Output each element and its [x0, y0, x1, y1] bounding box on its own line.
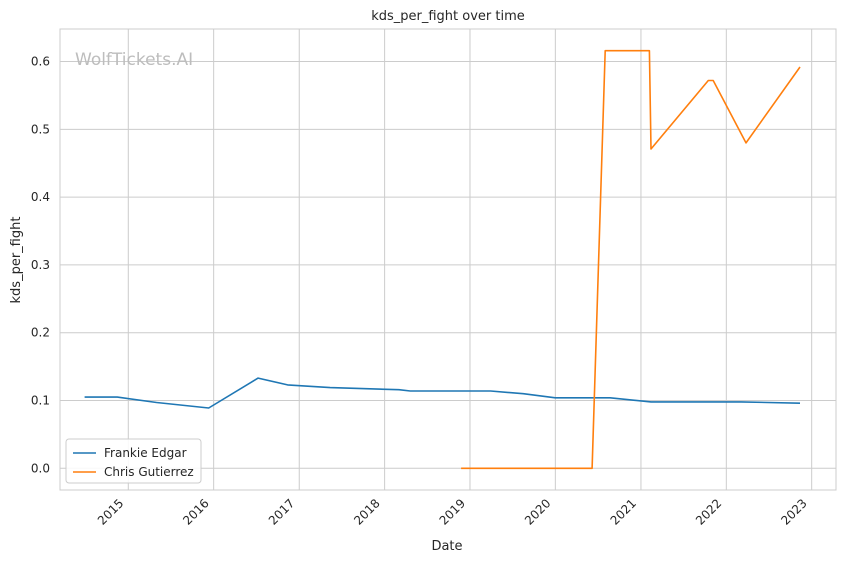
legend-box — [65, 438, 202, 484]
y-tick-label: 0.2 — [31, 326, 50, 340]
series-lines — [84, 49, 801, 470]
y-tick-label: 0.5 — [31, 122, 50, 136]
y-tick-label: 0.3 — [31, 258, 50, 272]
y-tick-label: 0.0 — [31, 461, 50, 475]
y-tick-label: 0.4 — [31, 190, 50, 204]
chart-title: kds_per_fight over time — [371, 9, 525, 24]
legend-label-chris-gutierrez: Chris Gutierrez — [104, 465, 194, 479]
x-axis-label: Date — [431, 539, 462, 554]
y-axis-label: kds_per_fight — [9, 217, 24, 304]
series-line-chris-gutierrez — [461, 49, 801, 470]
legend-label-frankie-edgar: Frankie Edgar — [104, 446, 187, 460]
y-tick-label: 0.6 — [31, 55, 50, 69]
y-tick-label: 0.1 — [31, 394, 50, 408]
plot-frame — [59, 28, 837, 491]
grid-lines — [60, 29, 836, 490]
legend: Frankie Edgar Chris Gutierrez — [65, 438, 202, 484]
series-line-frankie-edgar — [84, 377, 801, 409]
y-tick-labels: 0.0 0.1 0.2 0.3 0.4 0.5 0.6 — [31, 55, 50, 476]
watermark-text: WolfTickets.AI — [75, 50, 193, 70]
